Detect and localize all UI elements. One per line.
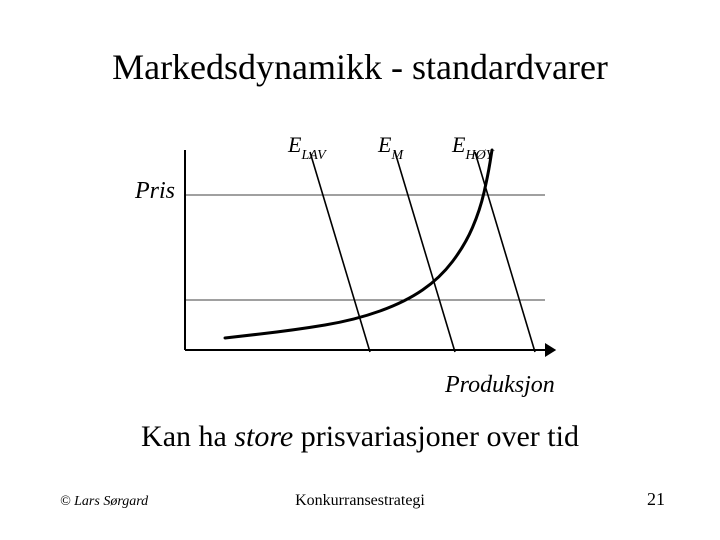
footer-page-number: 21 bbox=[647, 489, 665, 510]
x-axis-label: Produksjon bbox=[445, 372, 555, 399]
chart-svg bbox=[135, 130, 585, 370]
slide: Markedsdynamikk - standardvarer ELAV EM … bbox=[0, 0, 720, 540]
subtitle-pre: Kan ha bbox=[141, 420, 234, 453]
subtitle-post: prisvariasjoner over tid bbox=[293, 420, 579, 453]
slide-subtitle: Kan ha store prisvariasjoner over tid bbox=[0, 420, 720, 454]
chart bbox=[135, 130, 585, 370]
slide-title: Markedsdynamikk - standardvarer bbox=[0, 46, 720, 88]
subtitle-em: store bbox=[234, 420, 293, 453]
footer-title: Konkurransestrategi bbox=[0, 492, 720, 510]
